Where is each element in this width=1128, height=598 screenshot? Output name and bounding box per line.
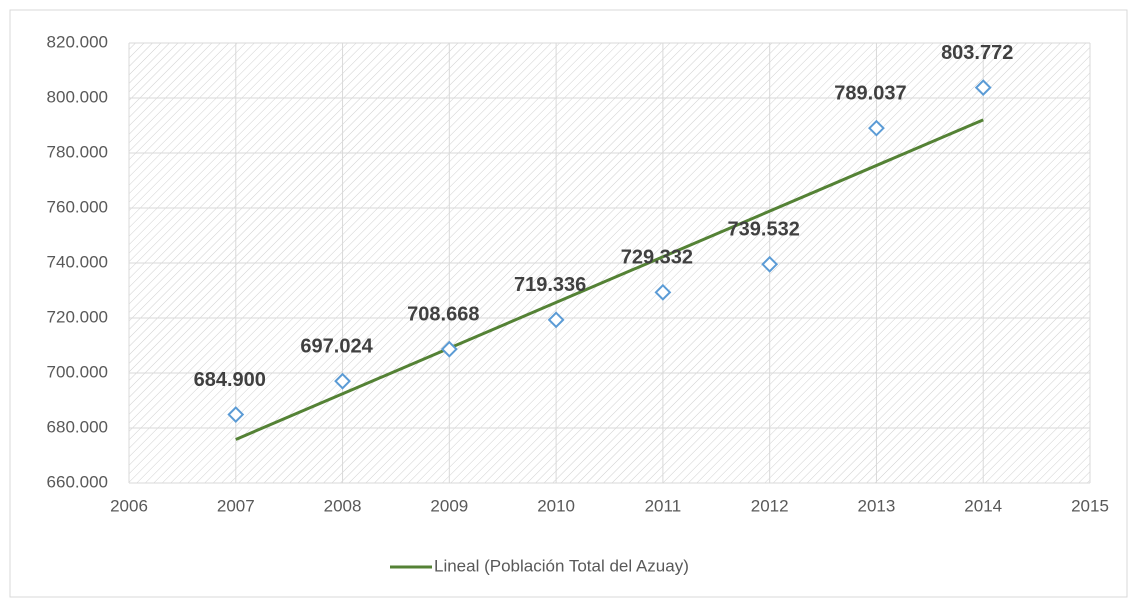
x-tick-label: 2011	[645, 496, 682, 515]
data-label: 789.037	[834, 82, 906, 104]
x-tick-label: 2008	[324, 496, 362, 515]
x-tick-label: 2006	[110, 496, 148, 515]
x-tick-label: 2010	[537, 496, 575, 515]
trendline	[235, 118, 984, 441]
x-tick-label: 2015	[1071, 496, 1109, 515]
data-label: 708.668	[407, 303, 479, 325]
data-label: 684.900	[194, 369, 266, 391]
y-tick-label: 720.000	[47, 307, 108, 326]
data-label: 697.024	[300, 335, 373, 357]
marker	[227, 406, 245, 423]
y-tick-label: 700.000	[47, 362, 108, 381]
x-tick-label: 2013	[858, 496, 896, 515]
data-label: 803.772	[941, 42, 1013, 64]
legend-label: Lineal (Población Total del Azuay)	[434, 556, 689, 575]
data-label: 719.336	[514, 274, 586, 296]
data-label: 739.532	[728, 219, 800, 241]
x-tick-label: 2012	[751, 496, 789, 515]
y-tick-label: 820.000	[47, 32, 108, 51]
x-tick-label: 2009	[430, 496, 468, 515]
marker	[761, 255, 779, 273]
marker	[547, 311, 565, 329]
marker	[654, 283, 672, 301]
marker	[868, 119, 885, 137]
marker	[440, 340, 458, 358]
y-tick-label: 680.000	[47, 417, 108, 436]
y-tick-label: 780.000	[47, 142, 108, 161]
y-tick-label: 760.000	[47, 197, 108, 216]
chart-border	[9, 9, 1128, 598]
y-tick-label: 740.000	[47, 252, 108, 271]
marker	[974, 79, 992, 97]
x-tick-label: 2014	[964, 496, 1002, 515]
y-tick-label: 660.000	[47, 472, 108, 491]
marker	[334, 372, 351, 390]
data-label: 729.332	[621, 247, 693, 269]
x-tick-label: 2007	[217, 496, 255, 515]
y-tick-label: 800.000	[47, 87, 108, 106]
